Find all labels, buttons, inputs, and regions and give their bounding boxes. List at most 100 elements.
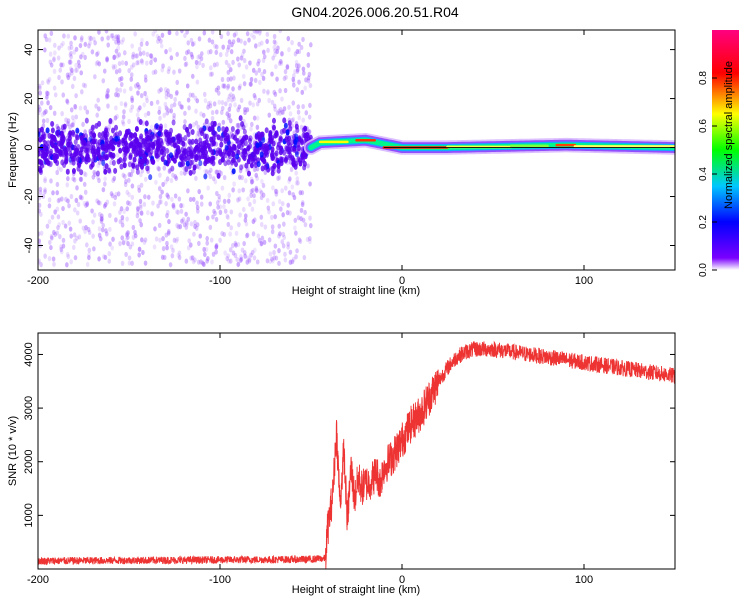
spectrogram-band-dot bbox=[296, 156, 301, 163]
spectrogram-noise-dot bbox=[95, 198, 99, 204]
spectrogram-noise-dot bbox=[157, 109, 162, 115]
spectrogram-noise-dot bbox=[135, 205, 140, 211]
spectrogram-noise-dot bbox=[175, 30, 179, 36]
spectrogram-noise-dot bbox=[277, 175, 282, 181]
spectrogram-noise-dot bbox=[291, 78, 296, 85]
spectrogram-noise-dot bbox=[271, 185, 275, 191]
spectrogram-noise-dot bbox=[297, 41, 301, 47]
spectrogram-band-dot bbox=[138, 119, 143, 126]
spectrogram-noise-dot bbox=[160, 254, 165, 260]
spectrogram-noise-dot bbox=[44, 109, 48, 115]
spectrogram-noise-dot bbox=[83, 105, 88, 111]
spectrogram-noise-dot bbox=[49, 233, 54, 240]
spectrogram-noise-dot bbox=[271, 201, 276, 207]
spectrogram-noise-dot bbox=[153, 226, 157, 232]
spectrogram-noise-dot bbox=[272, 89, 277, 95]
spectrogram-noise-dot bbox=[40, 112, 45, 118]
spectrogram-noise-dot bbox=[254, 43, 258, 49]
spectrogram-noise-dot bbox=[250, 249, 255, 256]
spectrogram-noise-dot bbox=[279, 206, 283, 212]
spectrogram-noise-dot bbox=[181, 217, 186, 223]
spectrogram-noise-dot bbox=[175, 90, 179, 96]
spectrogram-band-dot bbox=[45, 148, 50, 155]
spectrogram-noise-dot bbox=[166, 92, 171, 98]
spectrogram-band-dot bbox=[82, 139, 87, 146]
spectrogram-noise-dot bbox=[169, 55, 174, 61]
spectrogram-band-dot bbox=[163, 159, 168, 166]
spectrogram-noise-dot bbox=[180, 218, 184, 224]
spectrogram-noise-dot bbox=[142, 239, 147, 245]
spectrogram-noise-dot bbox=[47, 239, 52, 246]
spectrogram-band-dot bbox=[230, 125, 235, 132]
spectrogram-noise-dot bbox=[208, 49, 213, 55]
spectrogram-noise-dot bbox=[47, 197, 52, 203]
spectrogram-noise-dot bbox=[290, 184, 295, 190]
spectrogram-noise-dot bbox=[201, 112, 206, 118]
spectrogram-band-dot bbox=[173, 140, 178, 147]
spectrogram-band-dot bbox=[272, 124, 277, 131]
spectrogram-noise-dot bbox=[179, 208, 184, 214]
spectrogram-band-dot bbox=[242, 128, 247, 135]
spectrogram-noise-dot bbox=[96, 50, 100, 56]
snr-y-tick-label: 2000 bbox=[23, 449, 35, 473]
spectrogram-noise-dot bbox=[265, 31, 270, 37]
spectrogram-band-dot bbox=[67, 135, 72, 142]
spectrogram-noise-dot bbox=[69, 233, 74, 239]
spectrogram-noise-dot bbox=[229, 165, 233, 171]
spectrogram-band-dot bbox=[278, 137, 283, 144]
spectrogram-band-dot bbox=[183, 155, 188, 162]
snr-x-tick-label: -100 bbox=[209, 574, 231, 586]
spectrogram-noise-dot bbox=[197, 240, 201, 247]
spectrogram-noise-dot bbox=[274, 191, 279, 197]
spectrogram-band-dot bbox=[38, 131, 41, 138]
spectrogram-noise-dot bbox=[113, 194, 118, 201]
spectrogram-noise-dot bbox=[191, 92, 195, 98]
spectrogram-noise-dot bbox=[125, 189, 130, 195]
spectrogram-noise-dot bbox=[266, 47, 270, 53]
spectrogram-band-dot bbox=[101, 159, 106, 166]
spectrogram-noise-dot bbox=[135, 213, 140, 219]
spectrogram-band-dot bbox=[122, 155, 127, 162]
spectrogram-noise-dot bbox=[206, 104, 210, 110]
spectrogram-noise-dot bbox=[186, 245, 191, 251]
spectrogram-noise-dot bbox=[143, 90, 147, 97]
spectrogram-noise-dot bbox=[38, 238, 41, 244]
spectrogram-noise-dot bbox=[309, 42, 313, 48]
spectrogram-noise-dot bbox=[171, 202, 176, 208]
spectrogram-noise-dot bbox=[121, 172, 126, 178]
spectrogram-noise-dot bbox=[38, 231, 41, 237]
spectrogram-noise-dot bbox=[129, 86, 133, 92]
spectrogram-noise-dot bbox=[106, 35, 110, 41]
spectrogram-noise-dot bbox=[44, 36, 49, 43]
spectrogram-noise-dot bbox=[257, 97, 262, 103]
spectrogram-noise-dot bbox=[127, 192, 131, 198]
spectrogram-band-dot bbox=[55, 129, 60, 136]
spectrogram-band-dot bbox=[75, 156, 80, 163]
spectrogram-band-dot bbox=[303, 132, 308, 139]
spectrogram-noise-dot bbox=[85, 201, 89, 207]
spectrogram-noise-dot bbox=[209, 237, 214, 243]
spectrogram-band-dot bbox=[49, 140, 54, 147]
spectrogram-noise-dot bbox=[258, 79, 262, 85]
spectrogram-noise-dot bbox=[114, 34, 119, 40]
spectrogram-noise-dot bbox=[164, 94, 169, 100]
spectrogram-noise-dot bbox=[276, 175, 280, 181]
spectrogram-noise-dot bbox=[249, 81, 253, 87]
spectrogram-noise-dot bbox=[275, 76, 279, 82]
spectrogram-noise-dot bbox=[229, 49, 234, 55]
spectrogram-noise-dot bbox=[303, 222, 308, 228]
spectrogram-band-dot bbox=[247, 137, 252, 144]
spectrogram-noise-dot bbox=[130, 194, 135, 200]
spectrogram-noise-dot bbox=[183, 55, 187, 62]
spectrogram-band-dot bbox=[229, 146, 234, 153]
spectrogram-noise-dot bbox=[212, 208, 216, 214]
spectrogram-noise-dot bbox=[158, 237, 162, 243]
spectrogram-band-dot bbox=[144, 120, 149, 127]
spectrogram-noise-dot bbox=[290, 259, 295, 265]
spectrogram-band-dot bbox=[188, 139, 193, 146]
spectrogram-band-dot bbox=[261, 157, 266, 164]
spectrogram-band-dot bbox=[294, 151, 299, 158]
spectrogram-noise-dot bbox=[236, 37, 241, 43]
spectrogram-noise-dot bbox=[301, 66, 306, 72]
spectrogram-noise-dot bbox=[64, 196, 68, 202]
